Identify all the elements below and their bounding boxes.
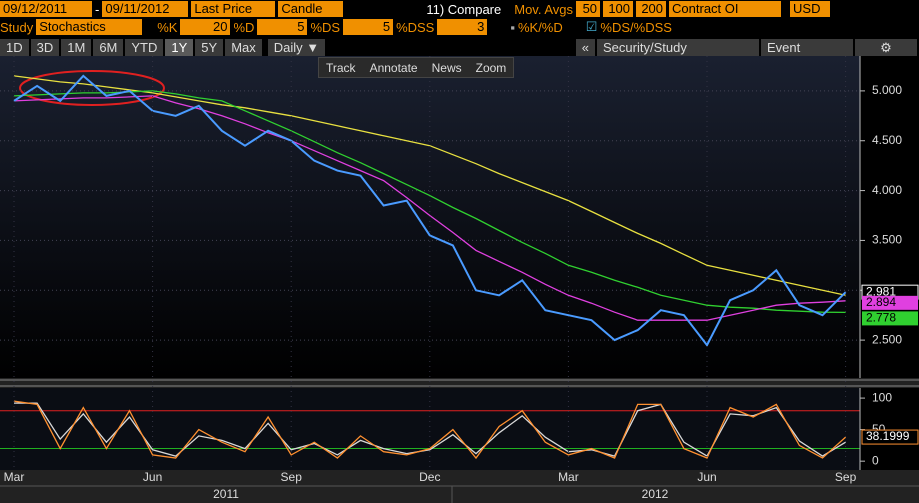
contract[interactable]: Contract OI — [669, 1, 782, 17]
chart-tools: Track Annotate News Zoom — [318, 57, 515, 78]
series-line — [13, 400, 847, 460]
checkbox[interactable]: ▪ — [510, 19, 515, 35]
range-button[interactable]: YTD — [125, 38, 164, 56]
price-field[interactable]: Last Price — [191, 1, 276, 17]
tool-button[interactable]: Annotate — [369, 60, 418, 75]
value-tag-label: 2.894 — [866, 295, 896, 309]
ma-2[interactable]: 100 — [603, 1, 634, 17]
y-tick-label: 2.500 — [872, 332, 902, 346]
x-tick-label: Dec — [419, 470, 440, 484]
compare[interactable]: 11) Compare — [426, 1, 502, 17]
security-study[interactable]: Security/Study — [597, 38, 759, 56]
value-tag-label: 2.778 — [866, 311, 896, 325]
checkbox[interactable]: ☑ — [585, 19, 598, 34]
tool-button[interactable]: News — [431, 60, 462, 75]
toolbar-row-1: 09/12/2011 - 09/11/2012 Last Price Candl… — [0, 0, 919, 18]
tool-button[interactable]: Zoom — [475, 60, 507, 75]
y-tick-label: 100 — [872, 390, 892, 404]
d-label: %D — [233, 19, 255, 35]
chart: 2011 2012 2.5003.0003.5004.0004.5005.000… — [0, 56, 919, 503]
range-button[interactable]: 1M — [61, 38, 92, 56]
start-date[interactable]: 09/12/2011 — [0, 1, 92, 17]
study-label: Study — [0, 19, 34, 35]
x-tick-label: Mar — [558, 470, 579, 484]
annotation-ellipse — [19, 70, 165, 106]
value-tag — [861, 429, 919, 445]
series-line — [13, 95, 846, 321]
mov-avgs: Mov. Avgs — [514, 1, 574, 17]
value-tag-label: 2.981 — [866, 284, 896, 298]
dss[interactable]: 3 — [437, 19, 488, 35]
range-button[interactable]: 1D — [0, 38, 29, 56]
value-tag-label: 38.1999 — [866, 429, 910, 443]
ds-label: %DS — [310, 19, 341, 35]
check-kd[interactable]: %K/%D — [517, 19, 563, 35]
study[interactable]: Stochastics — [36, 19, 143, 35]
toolbar-row-2: Study Stochastics %K 20 %D 5 %DS 5 %DSS … — [0, 18, 919, 36]
stoch-panel — [0, 388, 860, 470]
event[interactable]: Event — [761, 38, 853, 56]
dash: - — [95, 1, 100, 17]
x-tick-label: Jun — [143, 470, 162, 484]
y-tick-label: 3.500 — [872, 233, 902, 247]
ma-3[interactable]: 200 — [636, 1, 667, 17]
year-label: 2012 — [642, 487, 669, 501]
currency[interactable]: USD — [790, 1, 831, 17]
check-dsdss[interactable]: %DS/%DSS — [600, 19, 672, 35]
year-label: 2011 — [213, 487, 239, 501]
k-label: %K — [157, 19, 178, 35]
toolbar-row-3: 1D 3D 1M 6M YTD 1Y 5Y Max Daily ▼ « Security/Stu… — [0, 38, 919, 56]
end-date[interactable]: 09/11/2012 — [102, 1, 189, 17]
collapse[interactable]: « — [575, 38, 595, 56]
k[interactable]: 20 — [180, 19, 231, 35]
x-tick-label: Jun — [697, 470, 716, 484]
value-tag — [862, 295, 918, 310]
range-button[interactable]: 3D — [30, 38, 60, 56]
range-button[interactable]: 1Y — [165, 38, 194, 56]
chart-style[interactable]: Candle — [278, 1, 344, 17]
range-button[interactable]: 6M — [93, 38, 124, 56]
series-line — [13, 90, 846, 314]
ma-1[interactable]: 50 — [576, 1, 601, 17]
tool-button[interactable]: Track — [326, 60, 356, 75]
range-button[interactable]: Max — [225, 38, 262, 56]
x-tick-label: Sep — [835, 470, 857, 484]
series-line — [13, 74, 847, 347]
series-line — [13, 75, 846, 296]
dss-label: %DSS — [396, 19, 435, 35]
y-tick-label: 5.000 — [872, 83, 902, 97]
settings[interactable]: ⚙ — [855, 38, 917, 56]
x-tick-label: Mar — [4, 470, 25, 484]
d[interactable]: 5 — [257, 19, 308, 35]
y-tick-label: 4.000 — [872, 183, 902, 197]
x-tick-label: Sep — [281, 470, 303, 484]
ds[interactable]: 5 — [343, 19, 394, 35]
range-button[interactable]: 5Y — [195, 38, 224, 56]
period[interactable]: Daily ▼ — [267, 38, 326, 56]
y-tick-label: 0 — [872, 453, 879, 467]
y-tick-label: 4.500 — [872, 133, 902, 147]
panel-separator — [0, 378, 919, 388]
value-tag — [862, 311, 918, 326]
